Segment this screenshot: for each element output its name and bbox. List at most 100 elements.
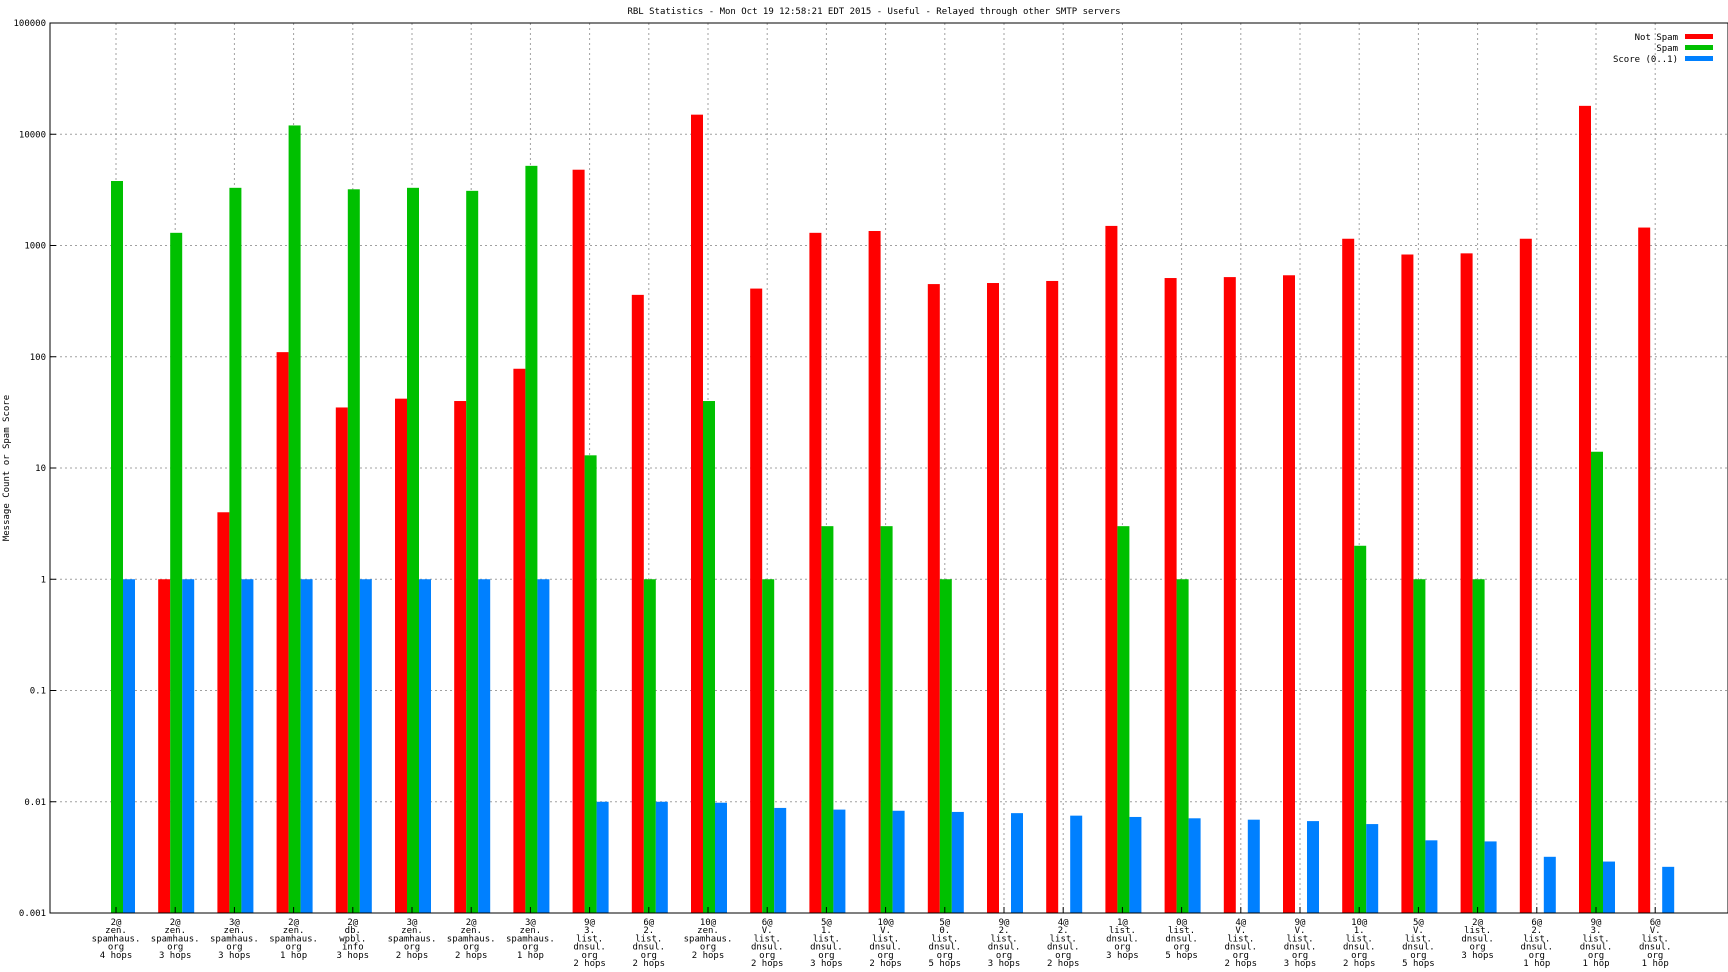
bar-score-0-1 bbox=[1484, 841, 1497, 913]
bar-spam bbox=[643, 579, 656, 913]
x-tick-label: 6@ 2. list. dnsul. org 2 hops bbox=[633, 918, 666, 969]
bar-not-spam bbox=[1342, 238, 1355, 913]
bar-spam bbox=[347, 189, 360, 913]
y-tick-label: 0.01 bbox=[24, 798, 46, 808]
bar-not-spam bbox=[1401, 254, 1414, 913]
x-tick-label: 6@ V. list. dnsul. org 1 hop bbox=[1639, 918, 1672, 969]
bar-not-spam bbox=[395, 398, 407, 913]
bar-spam bbox=[1117, 526, 1130, 913]
x-tick-label: 9@ 3. list. dnsul. org 2 hops bbox=[573, 918, 606, 969]
bar-spam bbox=[703, 401, 715, 913]
x-tick-label: 3@ zen. spamhaus. org 2 hops bbox=[388, 918, 437, 961]
bar-score-0-1 bbox=[1543, 856, 1556, 913]
x-tick-label: 2@ zen. spamhaus. org 4 hops bbox=[92, 918, 141, 961]
bar-score-0-1 bbox=[478, 579, 491, 913]
bar-spam bbox=[229, 187, 242, 914]
bar-score-0-1 bbox=[951, 811, 964, 913]
y-tick-label: 100 bbox=[30, 353, 46, 363]
bar-not-spam bbox=[1164, 278, 1177, 913]
x-tick-label: 10@ 1. list. dnsul. org 2 hops bbox=[1343, 918, 1376, 969]
bar-score-0-1 bbox=[1188, 818, 1201, 913]
bar-spam bbox=[1413, 579, 1426, 913]
bar-not-spam bbox=[1283, 275, 1295, 913]
bar-not-spam bbox=[217, 512, 230, 913]
x-tick-label: 2@ zen. spamhaus. org 1 hop bbox=[269, 918, 318, 961]
x-tick-label: 3@ zen. spamhaus. org 1 hop bbox=[506, 918, 555, 961]
bar-not-spam bbox=[631, 294, 644, 914]
x-tick-label: 9@ 3. list. dnsul. org 1 hop bbox=[1580, 918, 1613, 969]
x-tick-label: 2@ db. wpbl. info 3 hops bbox=[337, 918, 370, 961]
bar-score-0-1 bbox=[833, 809, 846, 913]
bar-spam bbox=[939, 579, 952, 913]
x-tick-label: 10@ zen. spamhaus. org 2 hops bbox=[684, 918, 733, 961]
bar-spam bbox=[821, 526, 834, 913]
bars bbox=[111, 105, 1675, 914]
bar-spam bbox=[525, 165, 538, 914]
bar-not-spam bbox=[1638, 227, 1651, 914]
bar-not-spam bbox=[987, 283, 999, 913]
bar-not-spam bbox=[1046, 280, 1059, 913]
bar-spam bbox=[407, 187, 419, 914]
y-tick-label: 0.1 bbox=[30, 687, 46, 697]
bar-not-spam bbox=[927, 284, 940, 914]
y-tick-label: 10 bbox=[35, 464, 46, 474]
bar-score-0-1 bbox=[1011, 813, 1023, 913]
x-tick-label: 4@ 2. list. dnsul. org 2 hops bbox=[1047, 918, 1080, 969]
bar-spam bbox=[466, 190, 479, 914]
bar-score-0-1 bbox=[596, 801, 609, 913]
bar-spam bbox=[170, 232, 183, 914]
bar-score-0-1 bbox=[123, 579, 135, 913]
bar-score-0-1 bbox=[774, 807, 787, 913]
legend-swatch bbox=[1685, 45, 1713, 50]
y-axis-ticks: 0.001 0.01 0.1 1 10 100 1000 10000 100000 bbox=[13, 19, 56, 919]
y-tick-label: 1 bbox=[41, 575, 46, 585]
bar-not-spam bbox=[276, 352, 289, 914]
legend-label: Spam bbox=[1656, 44, 1678, 54]
bar-not-spam bbox=[809, 232, 822, 914]
bar-score-0-1 bbox=[1247, 819, 1260, 913]
legend-label: Not Spam bbox=[1635, 33, 1678, 43]
bar-not-spam bbox=[158, 579, 171, 913]
x-tick-label: 1@ list. dnsul. org 3 hops bbox=[1106, 918, 1139, 961]
x-tick-label: 5@ 1. list. dnsul. org 3 hops bbox=[810, 918, 843, 969]
bar-not-spam bbox=[1105, 225, 1118, 913]
bar-not-spam bbox=[691, 114, 703, 913]
bar-score-0-1 bbox=[1603, 861, 1615, 913]
bar-spam bbox=[111, 180, 123, 913]
legend-label: Score (0..1) bbox=[1613, 55, 1678, 65]
bar-not-spam bbox=[1460, 253, 1473, 913]
bar-spam bbox=[1354, 545, 1367, 913]
chart-title: RBL Statistics - Mon Oct 19 12:58:21 EDT… bbox=[627, 7, 1120, 17]
x-tick-label: 9@ V. list. dnsul. org 3 hops bbox=[1284, 918, 1317, 969]
bar-not-spam bbox=[1519, 238, 1532, 913]
y-tick-label: 1000 bbox=[24, 242, 46, 252]
bar-score-0-1 bbox=[241, 579, 254, 913]
x-tick-label: 2@ zen. spamhaus. org 3 hops bbox=[151, 918, 200, 961]
bar-not-spam bbox=[572, 169, 585, 913]
x-tick-label: 9@ 2. list. dnsul. org 3 hops bbox=[988, 918, 1021, 969]
y-tick-label: 0.001 bbox=[19, 909, 46, 919]
bar-spam bbox=[1591, 451, 1603, 913]
bar-score-0-1 bbox=[537, 579, 550, 913]
bar-spam bbox=[288, 125, 301, 913]
x-tick-label: 4@ V. list. dnsul. org 2 hops bbox=[1225, 918, 1258, 969]
bar-score-0-1 bbox=[419, 579, 431, 913]
bar-score-0-1 bbox=[300, 579, 313, 913]
bar-score-0-1 bbox=[655, 801, 668, 913]
x-tick-label: 5@ 0. list. dnsul. org 5 hops bbox=[929, 918, 962, 969]
bar-spam bbox=[1472, 579, 1485, 913]
bar-score-0-1 bbox=[182, 579, 195, 913]
bar-not-spam bbox=[750, 288, 763, 914]
y-axis-label: Message Count or Spam Score bbox=[2, 395, 12, 541]
bar-score-0-1 bbox=[1366, 824, 1379, 913]
bar-score-0-1 bbox=[1425, 840, 1438, 913]
bar-score-0-1 bbox=[1662, 866, 1675, 913]
bar-score-0-1 bbox=[359, 579, 372, 913]
bar-score-0-1 bbox=[1129, 816, 1142, 913]
bar-score-0-1 bbox=[892, 810, 905, 913]
bar-score-0-1 bbox=[1307, 821, 1319, 913]
legend-swatch bbox=[1685, 34, 1713, 39]
